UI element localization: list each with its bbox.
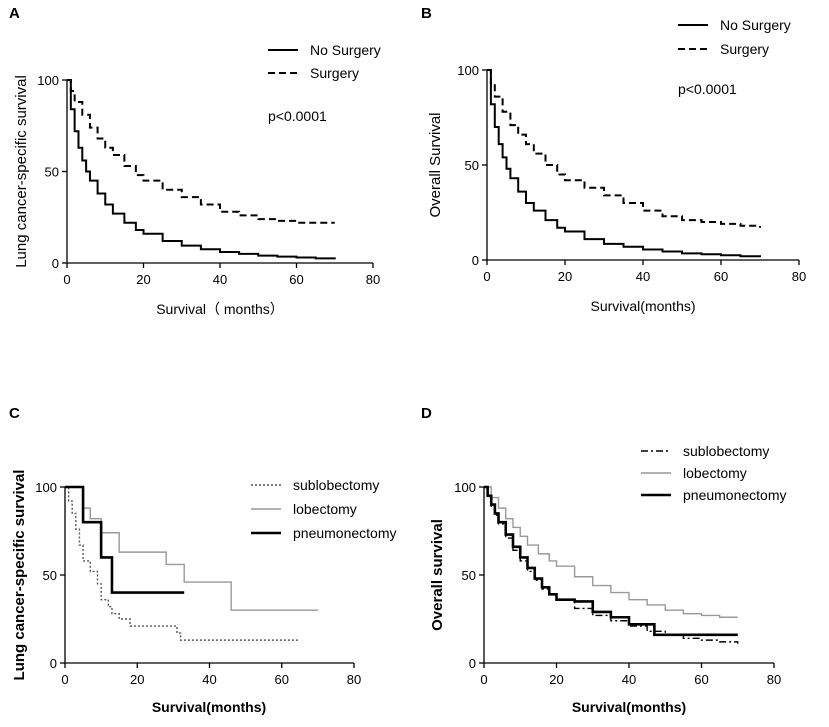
- panel-b: B 0 20 40 60 80 0 50 100 Survival(months) Overall …: [421, 5, 806, 314]
- x-tick-label: 20: [549, 672, 563, 687]
- panel-a: A 0 20 40 60 80 0 50 100 Survival（ months） Lung ca…: [9, 5, 381, 317]
- y-axis-label: Overall Survival: [427, 112, 444, 217]
- x-tick-label: 60: [714, 269, 728, 284]
- y-tick-label: 50: [462, 568, 476, 583]
- panel-d: D 0 20 40 60 80 0 50 100 Survival(months) Overall …: [421, 405, 787, 715]
- panel-label: D: [421, 405, 432, 422]
- series-pneumonectomy: [484, 485, 738, 637]
- series-no-surgery: [67, 79, 336, 260]
- series-surgery: [67, 79, 335, 224]
- x-tick-label: 0: [63, 272, 70, 287]
- legend-label: No Surgery: [310, 42, 381, 58]
- x-tick-label: 40: [636, 269, 650, 284]
- y-tick-label: 100: [37, 73, 59, 88]
- legend-label: No Surgery: [720, 17, 791, 33]
- x-tick-label: 80: [767, 672, 781, 687]
- x-axis-label: Survival(months): [590, 298, 695, 314]
- x-axis-label: Survival（ months）: [156, 301, 284, 317]
- x-tick-label: 20: [130, 672, 144, 687]
- x-tick-label: 80: [366, 272, 380, 287]
- x-tick-label: 20: [558, 269, 572, 284]
- y-tick-label: 50: [45, 165, 59, 180]
- y-axis-label: Overall survival: [429, 519, 446, 631]
- series-no-surgery: [487, 69, 761, 258]
- legend-label: sublobectomy: [683, 443, 769, 459]
- y-axis-label: Lung cancer-specific survival: [13, 75, 30, 268]
- x-tick-label: 60: [289, 272, 303, 287]
- legend-label: pneumonectomy: [683, 487, 787, 503]
- series-lobectomy: [65, 486, 318, 611]
- series-sublobectomy: [484, 486, 739, 644]
- legend-label: pneumonectomy: [293, 525, 397, 541]
- series-lobectomy: [484, 486, 738, 618]
- y-tick-label: 0: [469, 656, 476, 671]
- x-tick-label: 60: [275, 672, 289, 687]
- y-tick-label: 50: [43, 568, 57, 583]
- x-tick-label: 0: [480, 672, 487, 687]
- x-axis-label: Survival(months): [152, 699, 266, 715]
- x-tick-label: 0: [483, 269, 490, 284]
- x-tick-label: 80: [347, 672, 361, 687]
- legend-label: sublobectomy: [293, 477, 379, 493]
- series-sublobectomy: [65, 486, 300, 641]
- y-tick-label: 50: [465, 158, 479, 173]
- y-tick-label: 100: [454, 480, 476, 495]
- x-tick-label: 20: [136, 272, 150, 287]
- y-tick-label: 100: [457, 63, 479, 78]
- legend-label: Surgery: [310, 65, 359, 81]
- y-tick-label: 0: [472, 253, 479, 268]
- x-tick-label: 40: [213, 272, 227, 287]
- x-tick-label: 80: [792, 269, 806, 284]
- series-pneumonectomy: [65, 485, 185, 594]
- x-tick-label: 40: [622, 672, 636, 687]
- panel-c: C 0 20 40 60 80 0 50 100 Survival(months) Lung can…: [9, 405, 397, 715]
- y-tick-label: 100: [35, 480, 57, 495]
- legend-label: lobectomy: [683, 465, 747, 481]
- panel-label: C: [9, 405, 20, 422]
- x-tick-label: 40: [202, 672, 216, 687]
- p-value-annotation: p<0.0001: [678, 81, 737, 97]
- legend-label: lobectomy: [293, 501, 357, 517]
- p-value-annotation: p<0.0001: [268, 108, 327, 124]
- series-surgery: [487, 69, 761, 228]
- panel-label: A: [9, 5, 20, 22]
- x-axis-label: Survival(months): [572, 699, 686, 715]
- x-tick-label: 60: [694, 672, 708, 687]
- legend-label: Surgery: [720, 41, 769, 57]
- y-tick-label: 0: [52, 256, 59, 271]
- panel-label: B: [421, 5, 432, 22]
- x-tick-label: 0: [61, 672, 68, 687]
- y-tick-label: 0: [50, 656, 57, 671]
- y-axis-label: Lung cancer-specific survival: [11, 470, 28, 681]
